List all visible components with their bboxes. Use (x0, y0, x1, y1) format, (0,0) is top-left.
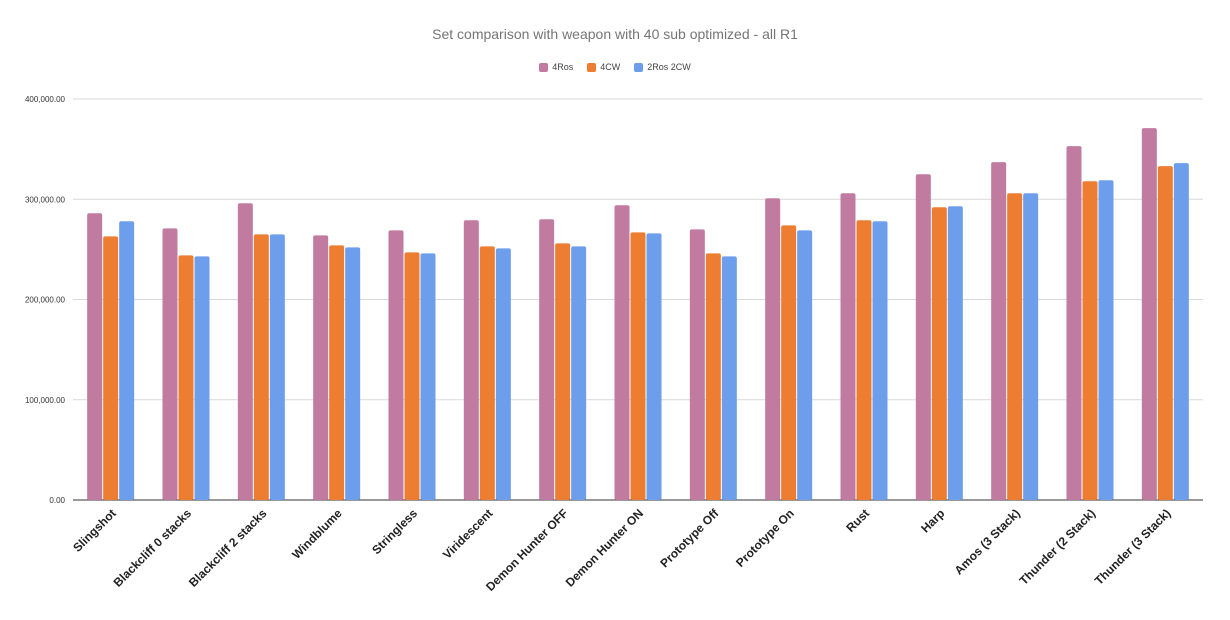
x-tick-label: Thunder (3 Stack) (1092, 506, 1174, 588)
bar (345, 247, 361, 500)
bar (630, 232, 646, 500)
bar (872, 221, 888, 500)
bar (329, 245, 345, 500)
bar (1173, 163, 1189, 500)
bar (237, 203, 253, 500)
bar (991, 162, 1007, 500)
bar (646, 233, 662, 500)
bar (87, 213, 103, 500)
x-tick-label: Rust (843, 506, 872, 535)
x-tick-label: Amos (3 Stack) (952, 506, 1023, 577)
x-tick-label: Slingshot (70, 506, 119, 555)
bar (797, 230, 813, 500)
bar (721, 256, 737, 500)
x-tick-label: Stringless (369, 506, 420, 557)
legend-item-4ros: 4Ros (539, 62, 573, 72)
y-tick-label: 200,000.00 (25, 296, 66, 305)
x-tick-label: Thunder (2 Stack) (1017, 506, 1099, 588)
x-tick-label: Blackcliff 0 stacks (111, 506, 195, 590)
x-tick-label: Viridescent (440, 506, 495, 561)
x-tick-label: Harp (918, 506, 947, 535)
y-tick-label: 100,000.00 (25, 396, 66, 405)
bar (1066, 146, 1082, 500)
legend: 4Ros 4CW 2Ros 2CW (0, 62, 1230, 72)
bar (495, 248, 511, 500)
bar (1007, 193, 1023, 501)
bar (915, 174, 931, 500)
legend-swatch-4ros (539, 62, 549, 72)
bar (571, 246, 587, 500)
x-tick-label: Demon Hunter ON (563, 506, 646, 589)
bar (404, 252, 420, 500)
bar (253, 234, 269, 500)
bar (388, 230, 404, 500)
bar (614, 205, 630, 500)
x-tick-label: Blackcliff 2 stacks (186, 506, 270, 590)
x-tick-label: Prototype On (733, 506, 797, 570)
bar (1141, 128, 1157, 500)
bar (463, 220, 479, 501)
legend-label-2ros-2cw: 2Ros 2CW (647, 62, 691, 72)
legend-label-4ros: 4Ros (552, 62, 574, 72)
bar (931, 207, 947, 500)
x-tick-label: Windblume (289, 506, 345, 562)
chart-title: Set comparison with weapon with 40 sub o… (432, 26, 798, 42)
bar (689, 229, 705, 500)
bar (103, 236, 119, 500)
bar (313, 235, 329, 500)
bar (420, 253, 436, 500)
bar (1098, 180, 1114, 500)
bar (555, 243, 571, 501)
bar (479, 246, 495, 500)
bar (781, 225, 797, 500)
y-tick-label: 300,000.00 (25, 195, 66, 204)
legend-swatch-4cw (587, 62, 597, 72)
bar (194, 256, 210, 500)
y-tick-label: 0.00 (49, 496, 65, 505)
x-tick-label: Prototype Off (657, 506, 722, 571)
bar (1157, 166, 1173, 501)
bar (856, 220, 872, 501)
bar (705, 253, 721, 500)
legend-label-4cw: 4CW (600, 62, 621, 72)
x-tick-label: Demon Hunter OFF (483, 506, 571, 594)
bar (1082, 181, 1098, 500)
bar (765, 198, 781, 500)
bar (119, 221, 135, 500)
y-tick-label: 400,000.00 (25, 95, 66, 104)
bar (1023, 193, 1039, 501)
legend-item-2ros-2cw: 2Ros 2CW (634, 62, 691, 72)
bar (178, 255, 194, 500)
legend-item-4cw: 4CW (587, 62, 620, 72)
bar (840, 193, 856, 501)
bar (269, 234, 285, 500)
bar (162, 228, 178, 500)
legend-swatch-2ros-2cw (634, 62, 644, 72)
bar (539, 219, 555, 501)
bar (947, 206, 963, 500)
